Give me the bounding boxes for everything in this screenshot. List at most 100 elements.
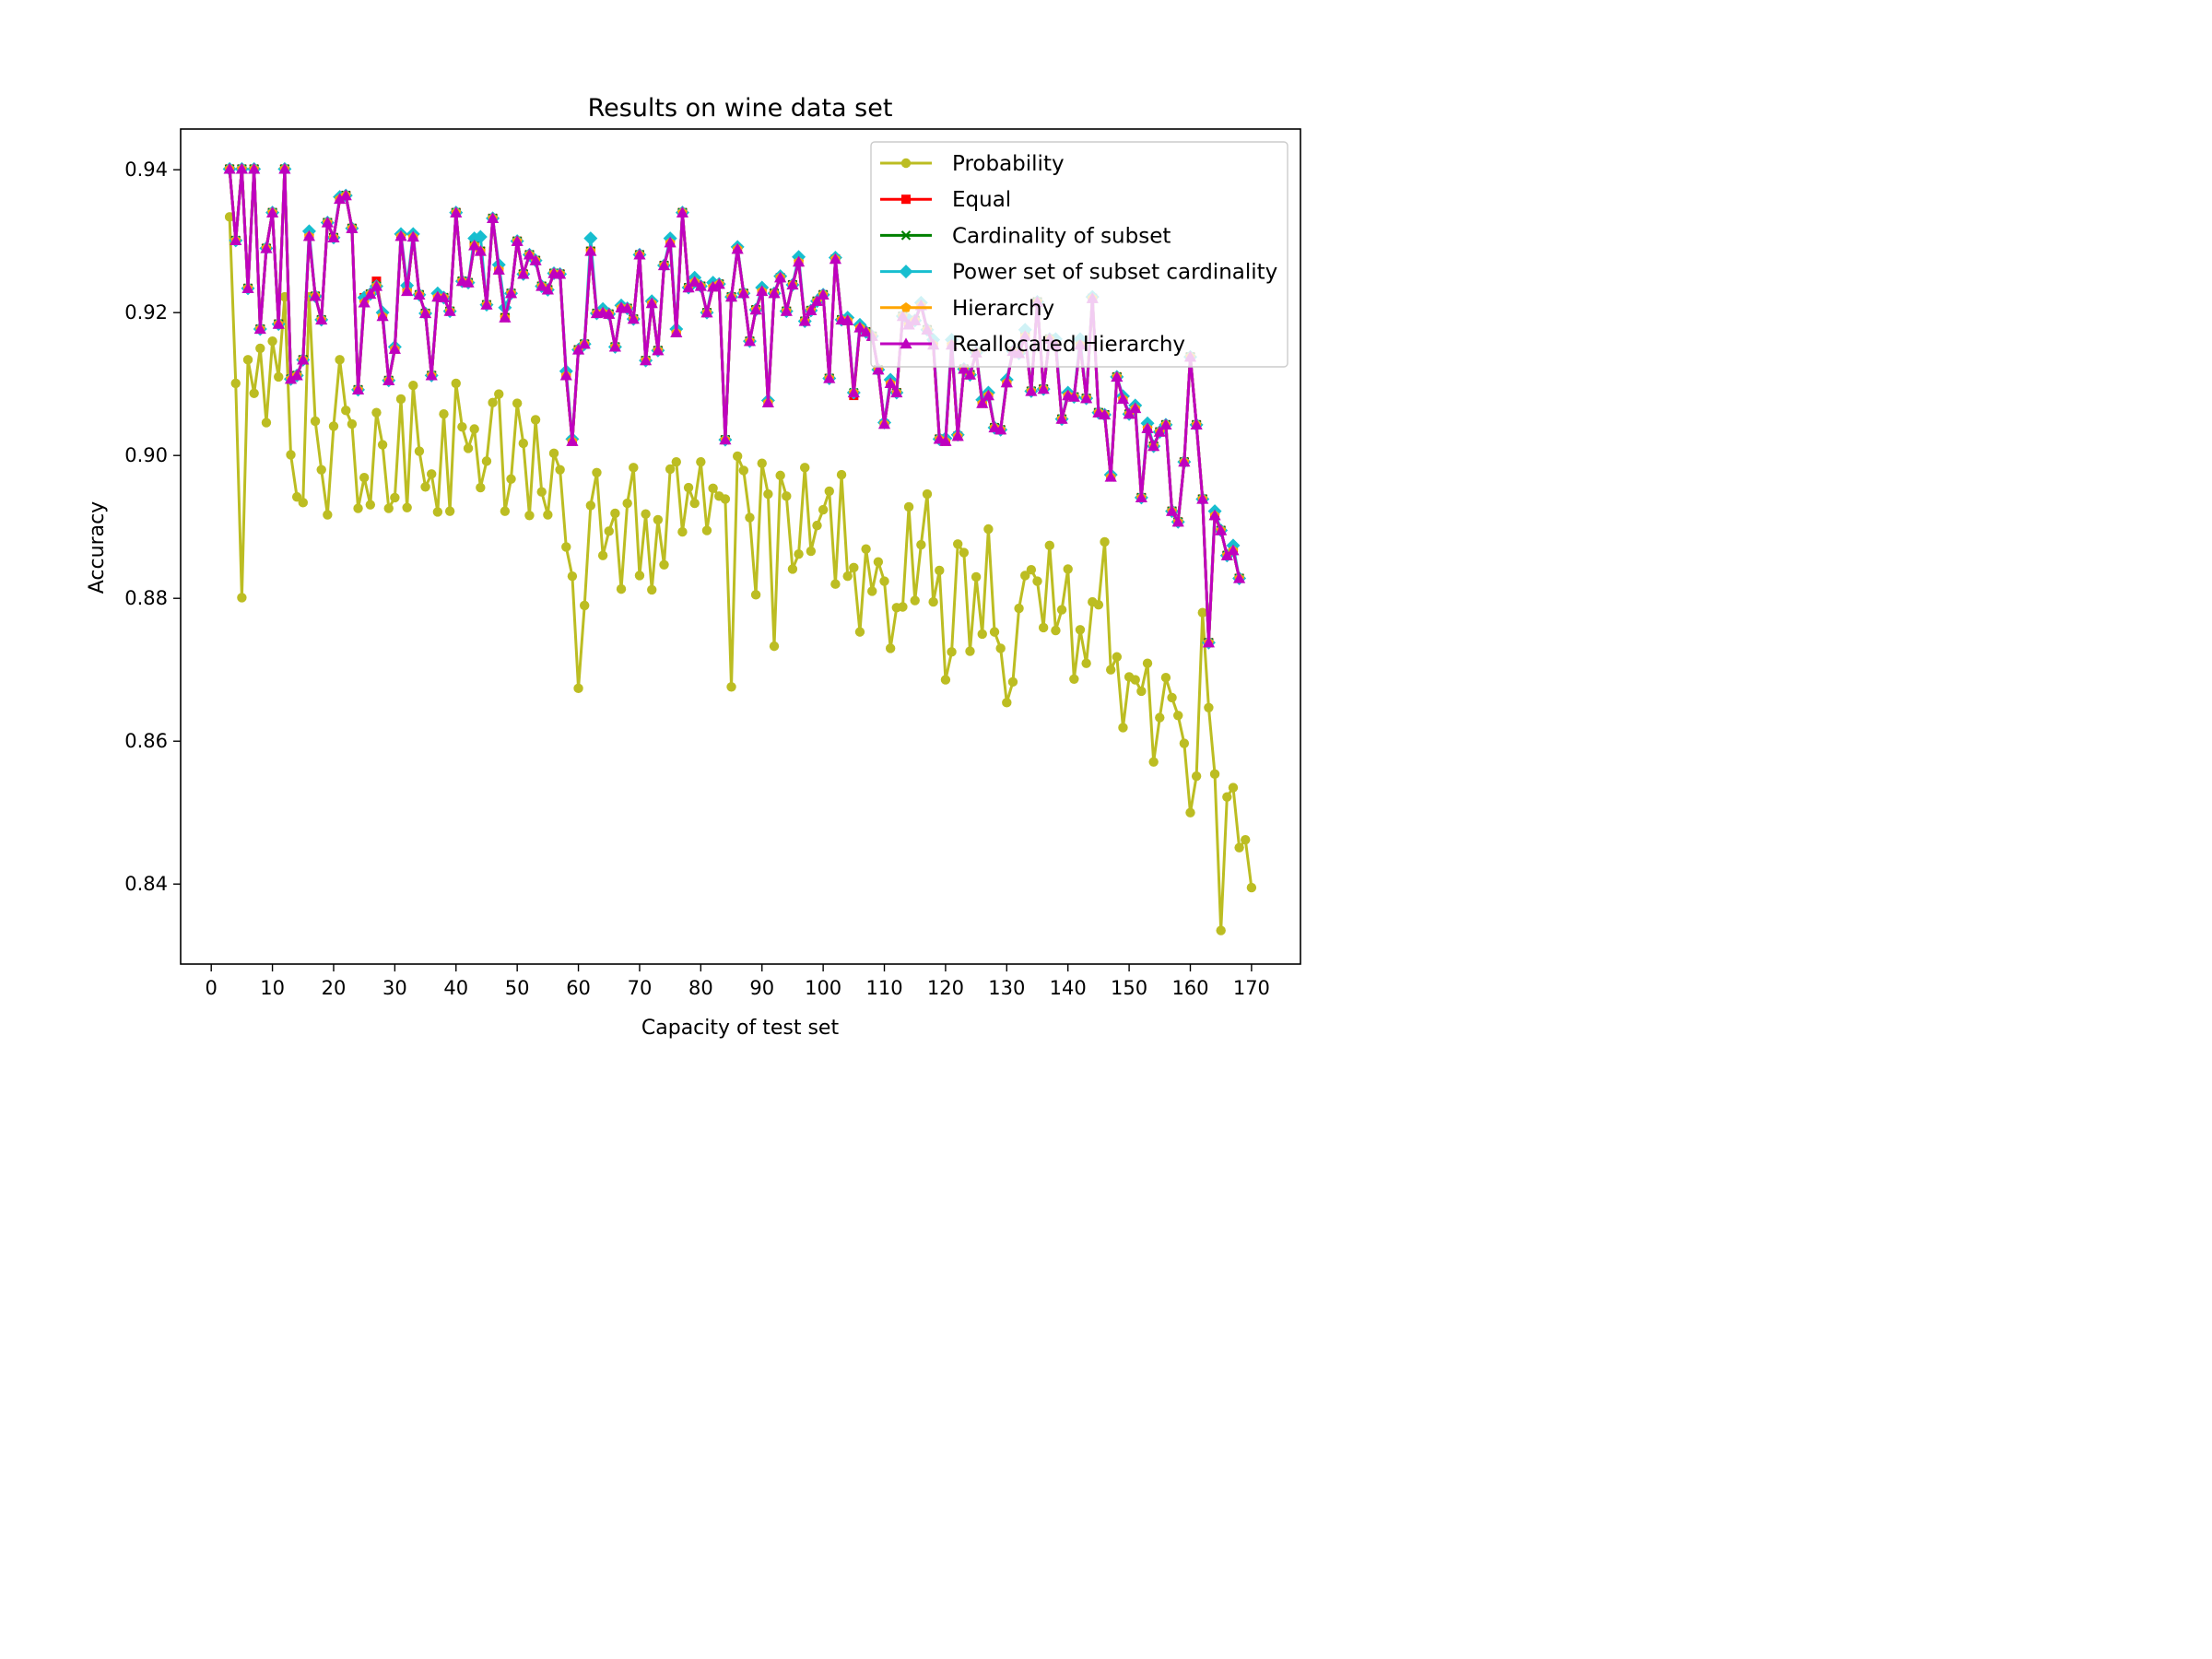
data-point: [376, 310, 389, 322]
data-point: [769, 641, 780, 652]
data-point: [395, 394, 406, 405]
data-point: [346, 222, 359, 233]
data-point: [548, 448, 559, 459]
data-point: [621, 301, 634, 313]
data-point: [1179, 738, 1190, 748]
data-point: [757, 458, 767, 468]
data-point: [1038, 622, 1049, 633]
data-point: [530, 415, 541, 425]
data-point: [629, 463, 639, 473]
data-point: [738, 465, 749, 476]
data-point: [1202, 636, 1216, 648]
data-point: [1044, 540, 1054, 551]
data-point: [647, 584, 657, 595]
axis-ticks: 0 10 20 30 40 50 60 70 80 90 100 110 120 130 140 150 160…: [124, 159, 1270, 999]
data-point: [645, 297, 658, 309]
data-point: [1142, 658, 1153, 668]
data-point: [971, 571, 982, 582]
data-point: [664, 236, 677, 248]
data-point: [235, 162, 248, 174]
data-point: [829, 253, 842, 265]
data-point: [641, 509, 651, 519]
data-point: [1191, 771, 1202, 782]
data-point: [958, 362, 971, 374]
x-tick-label: 70: [628, 977, 653, 999]
series-probability: [224, 212, 1257, 935]
data-point: [377, 440, 388, 450]
data-point: [1112, 652, 1123, 662]
y-tick-label: 0.84: [124, 873, 168, 895]
data-point: [1241, 834, 1251, 845]
data-point: [224, 212, 235, 222]
data-point: [854, 627, 865, 637]
data-point: [371, 407, 382, 418]
data-point: [265, 206, 279, 218]
x-tick-label: 150: [1111, 977, 1147, 999]
data-point: [457, 421, 467, 432]
data-point: [873, 557, 884, 567]
data-point: [420, 482, 430, 492]
data-point: [383, 503, 394, 513]
data-point: [1100, 536, 1110, 547]
data-point: [890, 386, 903, 398]
data-point: [1056, 605, 1067, 615]
x-tick-label: 170: [1233, 977, 1270, 999]
data-point: [707, 280, 720, 292]
data-point: [940, 675, 951, 685]
data-point: [523, 248, 536, 260]
data-point: [731, 242, 744, 254]
data-point: [786, 278, 799, 290]
data-point: [559, 369, 572, 381]
data-point: [1178, 455, 1191, 467]
data-point: [657, 259, 671, 271]
data-point: [561, 542, 571, 552]
data-point: [358, 296, 371, 308]
data-point: [830, 579, 841, 589]
data-point: [763, 488, 773, 500]
x-tick-label: 20: [322, 977, 347, 999]
data-point: [487, 212, 500, 224]
data-point: [286, 450, 296, 460]
data-point: [248, 162, 261, 174]
data-point: [370, 279, 383, 291]
data-point: [1147, 440, 1160, 452]
data-point: [302, 229, 316, 241]
data-point: [492, 264, 505, 275]
data-point: [756, 285, 769, 297]
data-point: [535, 279, 548, 291]
y-tick-label: 0.94: [124, 159, 168, 181]
data-point: [290, 369, 303, 381]
legend-marker: [901, 194, 911, 205]
data-point: [800, 463, 810, 473]
x-tick-label: 50: [505, 977, 530, 999]
data-point: [408, 381, 418, 391]
x-tick-label: 80: [688, 977, 713, 999]
data-point: [474, 244, 487, 256]
data-point: [719, 433, 732, 445]
data-point: [847, 386, 860, 398]
data-point: [297, 353, 310, 365]
data-point: [1246, 882, 1257, 893]
data-point: [1098, 408, 1112, 420]
legend-item: Power set of subset cardinality: [880, 261, 1277, 285]
data-point: [653, 514, 664, 525]
data-point: [1020, 571, 1030, 581]
x-tick-label: 130: [988, 977, 1025, 999]
data-point: [1129, 402, 1142, 414]
data-point: [524, 511, 535, 521]
data-point: [237, 593, 247, 603]
data-point: [1111, 371, 1124, 382]
data-point: [761, 396, 774, 407]
data-point: [444, 506, 455, 516]
y-tick-label: 0.86: [124, 730, 168, 752]
data-point: [584, 244, 597, 256]
data-point: [853, 321, 866, 333]
data-point: [780, 305, 793, 316]
data-point: [1173, 711, 1183, 721]
data-point: [683, 482, 694, 493]
legend-label: Hierarchy: [952, 297, 1054, 321]
data-point: [836, 469, 847, 480]
data-point: [677, 526, 688, 537]
data-point: [476, 482, 486, 493]
data-point: [413, 288, 426, 300]
